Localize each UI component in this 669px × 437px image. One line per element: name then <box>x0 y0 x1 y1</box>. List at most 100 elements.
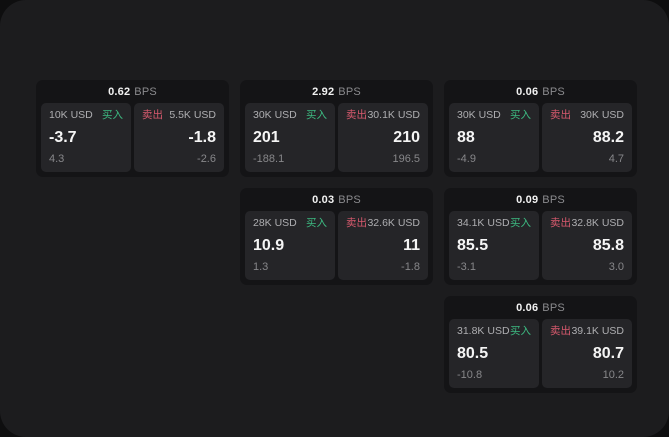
sell-tile[interactable]: 卖出 5.5K USD -1.8 -2.6 <box>134 103 224 172</box>
sell-tile[interactable]: 卖出 30K USD 88.2 4.7 <box>542 103 632 172</box>
bps-unit-label: BPS <box>134 85 157 98</box>
sell-tile-top: 卖出 30K USD <box>550 109 624 122</box>
spread-value: 0.62 <box>108 85 131 98</box>
buy-side-label: 买入 <box>306 109 327 121</box>
sell-tile-top: 卖出 32.8K USD <box>550 217 624 230</box>
quote-tiles: 28K USD 买入 10.9 1.3 卖出 32.6K USD 11 -1.8 <box>245 211 428 280</box>
sell-tile-top: 卖出 30.1K USD <box>346 109 420 122</box>
buy-delta: 1.3 <box>253 261 269 273</box>
buy-tile[interactable]: 31.8K USD 买入 80.5 -10.8 <box>449 319 539 388</box>
bps-unit-label: BPS <box>542 301 565 314</box>
buy-tile[interactable]: 30K USD 买入 88 -4.9 <box>449 103 539 172</box>
buy-delta: -3.1 <box>457 261 476 273</box>
buy-side-label: 买入 <box>510 217 531 229</box>
sell-price: 11 <box>403 236 420 254</box>
bps-unit-label: BPS <box>542 193 565 206</box>
buy-tile-top: 34.1K USD 买入 <box>457 217 531 230</box>
sell-side-label: 卖出 <box>550 109 571 121</box>
buy-delta: -4.9 <box>457 153 476 165</box>
sell-tile[interactable]: 卖出 39.1K USD 80.7 10.2 <box>542 319 632 388</box>
buy-side-label: 买入 <box>306 217 327 229</box>
quote-tiles: 31.8K USD 买入 80.5 -10.8 卖出 39.1K USD 80.… <box>449 319 632 388</box>
spread-header: 2.92 BPS <box>245 80 428 103</box>
sell-tile-top: 卖出 32.6K USD <box>346 217 420 230</box>
buy-delta: 4.3 <box>49 153 65 165</box>
sell-notional: 39.1K USD <box>571 325 624 337</box>
sell-tile[interactable]: 卖出 30.1K USD 210 196.5 <box>338 103 428 172</box>
buy-tile-top: 10K USD 买入 <box>49 109 123 122</box>
quote-tiles: 30K USD 买入 201 -188.1 卖出 30.1K USD 210 1… <box>245 103 428 172</box>
quote-tiles: 30K USD 买入 88 -4.9 卖出 30K USD 88.2 4.7 <box>449 103 632 172</box>
bps-unit-label: BPS <box>338 193 361 206</box>
buy-price: 88 <box>457 128 475 146</box>
sell-tile-top: 卖出 5.5K USD <box>142 109 216 122</box>
sell-tile[interactable]: 卖出 32.8K USD 85.8 3.0 <box>542 211 632 280</box>
buy-tile-top: 30K USD 买入 <box>457 109 531 122</box>
sell-side-label: 卖出 <box>550 325 571 337</box>
buy-tile-top: 31.8K USD 买入 <box>457 325 531 338</box>
spread-value: 0.09 <box>516 193 539 206</box>
buy-delta: -188.1 <box>253 153 285 165</box>
quote-card-1: 0.62 BPS 10K USD 买入 -3.7 4.3 卖出 5.5K USD <box>36 80 229 177</box>
quote-card-5: 0.09 BPS 34.1K USD 买入 85.5 -3.1 卖出 32.8K… <box>444 188 637 285</box>
sell-side-label: 卖出 <box>142 109 163 121</box>
sell-notional: 32.6K USD <box>367 217 420 229</box>
bps-unit-label: BPS <box>338 85 361 98</box>
buy-price: 80.5 <box>457 344 489 362</box>
buy-price: 201 <box>253 128 280 146</box>
sell-notional: 30K USD <box>580 109 624 121</box>
buy-notional: 30K USD <box>457 109 501 121</box>
spread-value: 0.06 <box>516 85 539 98</box>
quote-tiles: 34.1K USD 买入 85.5 -3.1 卖出 32.8K USD 85.8… <box>449 211 632 280</box>
sell-tile[interactable]: 卖出 32.6K USD 11 -1.8 <box>338 211 428 280</box>
quote-card-2: 2.92 BPS 30K USD 买入 201 -188.1 卖出 30.1K … <box>240 80 433 177</box>
sell-side-label: 卖出 <box>550 217 571 229</box>
sell-tile-top: 卖出 39.1K USD <box>550 325 624 338</box>
spread-header: 0.09 BPS <box>449 188 632 211</box>
spread-value: 0.06 <box>516 301 539 314</box>
buy-notional: 34.1K USD <box>457 217 510 229</box>
quote-card-3: 0.06 BPS 30K USD 买入 88 -4.9 卖出 30K USD <box>444 80 637 177</box>
buy-price: 10.9 <box>253 236 285 254</box>
sell-notional: 32.8K USD <box>571 217 624 229</box>
buy-price: -3.7 <box>49 128 77 146</box>
buy-notional: 10K USD <box>49 109 93 121</box>
sell-delta: 4.7 <box>608 153 624 165</box>
spread-header: 0.62 BPS <box>41 80 224 103</box>
sell-side-label: 卖出 <box>346 109 367 121</box>
spread-header: 0.06 BPS <box>449 296 632 319</box>
buy-tile[interactable]: 34.1K USD 买入 85.5 -3.1 <box>449 211 539 280</box>
sell-delta: -1.8 <box>401 261 420 273</box>
buy-tile-top: 30K USD 买入 <box>253 109 327 122</box>
sell-price: 210 <box>393 128 420 146</box>
sell-delta: 196.5 <box>392 153 420 165</box>
buy-side-label: 买入 <box>510 109 531 121</box>
buy-delta: -10.8 <box>457 369 483 381</box>
buy-notional: 30K USD <box>253 109 297 121</box>
buy-notional: 28K USD <box>253 217 297 229</box>
quote-card-6: 0.06 BPS 31.8K USD 买入 80.5 -10.8 卖出 39.1… <box>444 296 637 393</box>
buy-tile[interactable]: 30K USD 买入 201 -188.1 <box>245 103 335 172</box>
buy-tile[interactable]: 28K USD 买入 10.9 1.3 <box>245 211 335 280</box>
sell-price: -1.8 <box>188 128 216 146</box>
bps-unit-label: BPS <box>542 85 565 98</box>
sell-notional: 5.5K USD <box>169 109 216 121</box>
spread-header: 0.03 BPS <box>245 188 428 211</box>
spread-value: 2.92 <box>312 85 335 98</box>
sell-delta: 10.2 <box>602 369 624 381</box>
spread-value: 0.03 <box>312 193 335 206</box>
sell-price: 80.7 <box>592 344 624 362</box>
quote-tiles: 10K USD 买入 -3.7 4.3 卖出 5.5K USD -1.8 -2.… <box>41 103 224 172</box>
buy-tile[interactable]: 10K USD 买入 -3.7 4.3 <box>41 103 131 172</box>
buy-tile-top: 28K USD 买入 <box>253 217 327 230</box>
quote-card-4: 0.03 BPS 28K USD 买入 10.9 1.3 卖出 32.6K US… <box>240 188 433 285</box>
buy-price: 85.5 <box>457 236 489 254</box>
quote-cards-grid: 0.62 BPS 10K USD 买入 -3.7 4.3 卖出 5.5K USD <box>36 80 637 393</box>
sell-delta: -2.6 <box>197 153 216 165</box>
buy-notional: 31.8K USD <box>457 325 510 337</box>
sell-side-label: 卖出 <box>346 217 367 229</box>
sell-price: 85.8 <box>592 236 624 254</box>
sell-notional: 30.1K USD <box>367 109 420 121</box>
buy-side-label: 买入 <box>102 109 123 121</box>
